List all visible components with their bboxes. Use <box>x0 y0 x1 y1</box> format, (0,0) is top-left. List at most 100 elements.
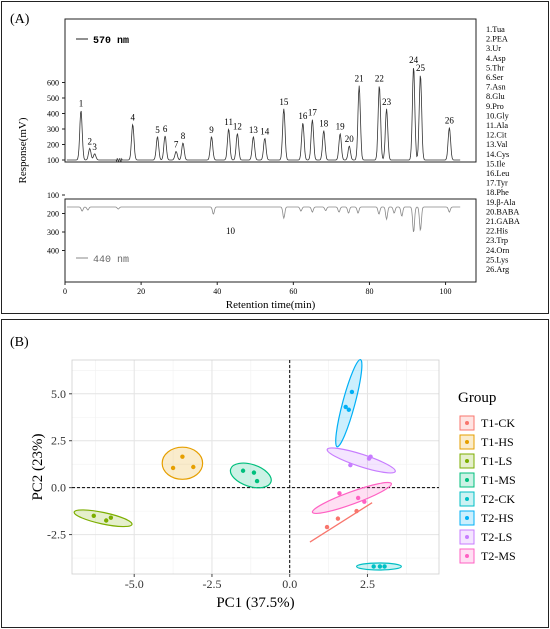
legend-label-t2-ck: T2-CK <box>481 492 515 506</box>
t2-ls-ellipse <box>326 447 396 474</box>
peak-label-19: 19 <box>336 122 346 132</box>
plot-border <box>71 359 440 575</box>
peak-label-9: 9 <box>209 125 214 135</box>
compound-list-item: 16.Leu <box>486 169 509 178</box>
trace-570nm <box>66 68 461 163</box>
t2-ck-point <box>377 564 383 569</box>
legend-title: Group <box>458 390 496 406</box>
peak-label-11: 11 <box>224 117 233 127</box>
peak-label-18: 18 <box>319 119 329 129</box>
compound-list-item: 24.Orn <box>486 246 510 255</box>
t1-ck-point <box>354 508 359 514</box>
peak-label-16: 16 <box>298 111 308 121</box>
y-tick-label: -2.5 <box>47 528 66 542</box>
compound-list-item: 3.Ur <box>486 44 501 53</box>
t2-hs-point <box>349 389 355 395</box>
t1-ms-ellipse <box>229 462 272 489</box>
t1-ms-point <box>254 478 260 484</box>
peak-label-24: 24 <box>409 55 419 65</box>
t1-ls-point <box>104 518 109 523</box>
t1-hs-point <box>180 454 185 459</box>
compound-list-item: 12.Cit <box>486 131 507 140</box>
upper-y-tick-label: 100 <box>47 156 59 165</box>
pca-panel: (B) -5.0 -2.5 0.0 2.5 -2.5 0.0 2.5 5.0 PC1 (37.5… <box>1 319 549 628</box>
legend-dot-t2-ck <box>465 497 469 501</box>
t2-ck-point <box>371 564 376 569</box>
compound-list-item: 20.BABA <box>486 207 519 216</box>
t1-ms-point <box>240 468 246 473</box>
t1-ls-point <box>108 515 114 520</box>
trace-440nm <box>66 206 461 233</box>
peak-label-2: 2 <box>87 136 92 146</box>
compound-list-item: 6.Ser <box>486 73 504 82</box>
legend-label-t1-ck: T1-CK <box>481 416 515 430</box>
lower-y-tick-label: 200 <box>47 210 59 219</box>
y-tick-label: 2.5 <box>51 434 66 448</box>
x-tick-label: 60 <box>289 287 297 296</box>
chromatogram-panel: (A) 100 200 300 400 500 600 100 200 300 400 0 20 40 6… <box>1 1 549 314</box>
legend-dot-t1-ls <box>465 459 469 463</box>
legend-570-label: 570 nm <box>93 36 129 47</box>
compound-list-item: 4.Asp <box>486 54 506 63</box>
compound-list-item: 8.Glu <box>486 92 505 101</box>
compound-list-item: 26.Arg <box>486 265 509 274</box>
peak-label-23: 23 <box>382 97 392 107</box>
x-tick-label: 80 <box>365 287 373 296</box>
lower-plot-frame <box>64 198 477 283</box>
upper-y-tick-label: 600 <box>47 79 59 88</box>
compound-list-item: 21.GABA <box>486 217 520 226</box>
x-axis-label: Retention time(min) <box>226 299 316 311</box>
compound-list-item: 5.Thr <box>486 63 504 72</box>
peak-label-20: 20 <box>345 134 355 144</box>
t2-hs-point <box>343 404 348 410</box>
peak-label-7: 7 <box>174 139 179 149</box>
panel-a-label: (A) <box>10 12 30 27</box>
t1-ls-ellipse <box>73 509 133 528</box>
y-tick-label: 5.0 <box>51 387 66 401</box>
compound-list-item: 2.PEA <box>486 35 508 44</box>
y-axis-label: Response(mV) <box>17 117 29 183</box>
t2-ms-point <box>337 491 342 496</box>
lower-y-tick-label: 300 <box>47 228 59 237</box>
legend-dot-t2-hs <box>465 516 469 520</box>
legend-dot-t1-ms <box>465 478 469 482</box>
t2-hs-ellipse <box>335 358 363 448</box>
x-tick-label: -2.5 <box>202 577 221 591</box>
lower-y-tick-label: 400 <box>47 247 59 256</box>
compound-list-item: 11.Ala <box>486 121 508 130</box>
lower-y-tick-label: 100 <box>47 191 59 200</box>
x-tick-label: 40 <box>213 287 221 296</box>
x-tick-label: 20 <box>137 287 145 296</box>
legend-dot-t2-ls <box>465 535 469 539</box>
upper-y-tick-label: 400 <box>47 110 59 119</box>
peak-label-8: 8 <box>181 131 186 141</box>
compound-list-item: 19.β-Ala <box>486 198 516 207</box>
t1-hs-ellipse <box>161 446 204 480</box>
legend-dot-t1-ck <box>465 421 469 425</box>
compound-list-item: 17.Tyr <box>486 179 508 188</box>
peak-label-14: 14 <box>260 126 270 136</box>
compound-list-item: 14.Cys <box>486 150 509 159</box>
t1-ck-fit-line <box>309 502 373 543</box>
t2-ms-point <box>355 495 361 501</box>
peak-label-6: 6 <box>163 124 168 134</box>
t2-ls-point <box>368 454 373 459</box>
compound-list-item: 10.Gly <box>486 111 510 120</box>
t2-hs-point <box>346 407 352 412</box>
peak-label-13: 13 <box>249 125 259 135</box>
compound-list-item: 13.Val <box>486 140 508 149</box>
t2-ls-point <box>348 462 353 468</box>
legend-label-t1-ls: T1-LS <box>481 454 512 468</box>
x-tick-label: 100 <box>440 287 452 296</box>
legend-440-label: 440 nm <box>93 255 129 266</box>
peak-label-22: 22 <box>375 74 384 84</box>
y-axis-label: PC2 (23%) <box>30 433 46 500</box>
t2-ck-point <box>382 564 387 569</box>
t1-ms-point <box>251 470 257 475</box>
compound-list-item: 22.His <box>486 227 508 236</box>
t1-ck-point <box>335 516 341 521</box>
t1-hs-point <box>170 465 176 471</box>
upper-y-tick-label: 300 <box>47 125 59 134</box>
chromatogram-chart: (A) 100 200 300 400 500 600 100 200 300 400 0 20 40 6… <box>10 12 520 311</box>
panel-b-label: (B) <box>10 335 29 350</box>
